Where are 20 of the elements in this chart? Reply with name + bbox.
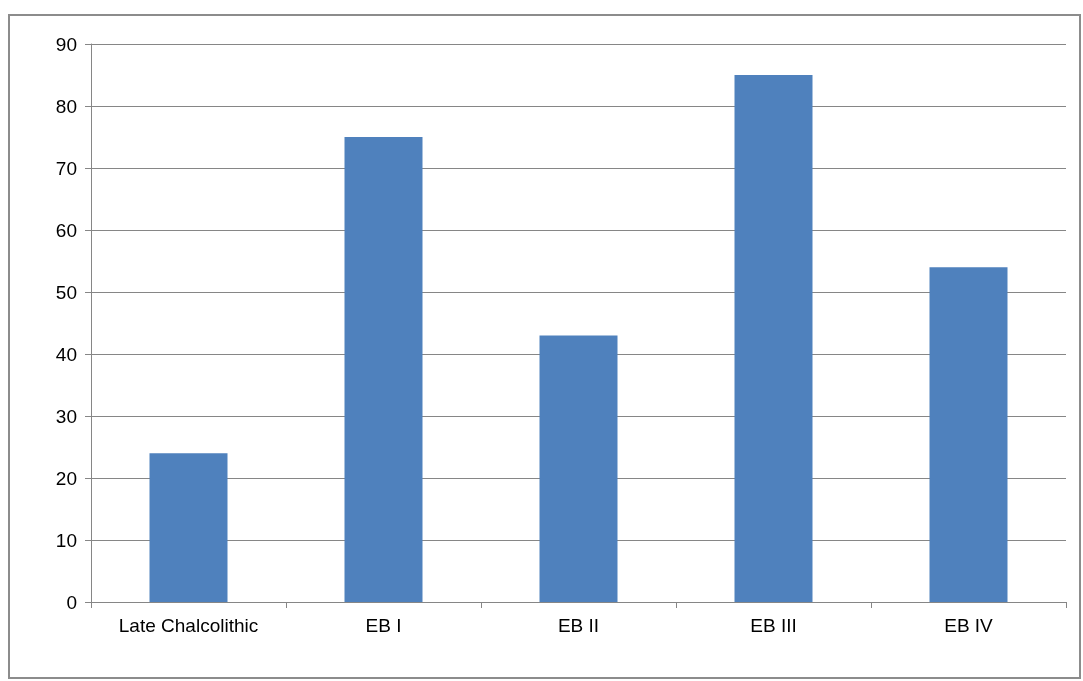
y-tick-label: 40 (55, 343, 77, 365)
y-tick-label: 50 (55, 281, 77, 303)
y-tick-label: 70 (55, 157, 77, 179)
bar (734, 75, 813, 602)
bar (929, 267, 1008, 602)
bar (344, 137, 423, 602)
x-tick-label: EB I (365, 615, 402, 636)
y-tick-label: 90 (55, 33, 77, 55)
y-tick-label: 60 (55, 219, 77, 241)
y-tick-label: 80 (55, 95, 77, 117)
x-tick-label: EB III (750, 615, 797, 636)
x-tick-label: EB II (557, 615, 600, 636)
bar (539, 335, 618, 602)
bar (149, 453, 228, 602)
y-tick-label: 30 (55, 405, 77, 427)
x-tick-label: Late Chalcolithic (118, 615, 259, 636)
y-tick-label: 10 (55, 529, 77, 551)
y-tick-label: 0 (66, 591, 77, 613)
y-tick-label: 20 (55, 467, 77, 489)
x-tick-label: EB IV (944, 615, 994, 636)
